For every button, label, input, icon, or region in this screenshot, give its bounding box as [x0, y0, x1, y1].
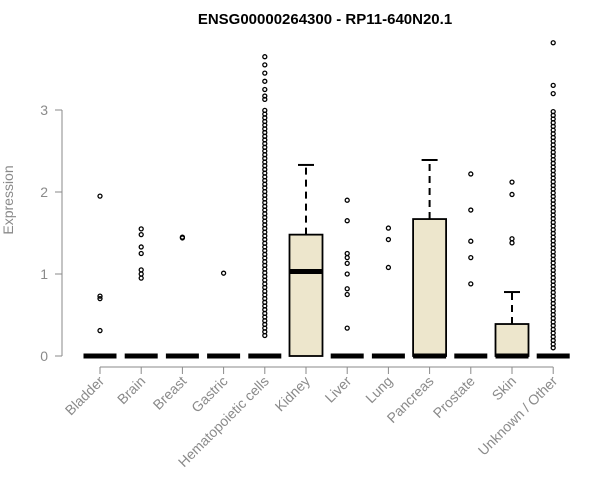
box-breast	[165, 234, 199, 359]
outlier-point	[344, 197, 350, 203]
outlier-point	[550, 108, 556, 115]
x-tick-label: Lung	[362, 373, 395, 406]
box-kidney	[288, 163, 324, 357]
outlier-point	[262, 86, 268, 93]
y-tick-label: 3	[40, 102, 48, 118]
outlier-point	[344, 271, 350, 277]
outlier-point	[220, 270, 227, 276]
outlier-point	[262, 78, 268, 84]
outlier-point	[468, 238, 474, 244]
box-rect	[288, 233, 324, 357]
box-gastric	[207, 270, 241, 359]
box-hematopoietic-cells	[248, 54, 282, 359]
outlier-point	[179, 234, 186, 240]
x-tick-label: Liver	[322, 373, 355, 406]
outlier-point	[509, 191, 515, 198]
outlier-point	[550, 40, 556, 46]
outlier-point	[468, 207, 474, 213]
x-tick-label: Brain	[114, 373, 148, 407]
outlier-point	[509, 179, 515, 185]
y-tick-label: 2	[40, 184, 48, 200]
outlier-point	[344, 250, 350, 257]
box-group	[83, 40, 570, 359]
box-skin	[494, 179, 530, 359]
box-rect	[494, 323, 530, 357]
y-axis-label: Expression	[0, 165, 16, 234]
box-liver	[330, 197, 364, 359]
outlier-point	[344, 286, 350, 292]
outlier-point	[138, 231, 144, 238]
x-tick-label: Skin	[489, 373, 520, 404]
outlier-point	[509, 236, 515, 242]
x-tick-label: Prostate	[430, 373, 478, 421]
outlier-point	[97, 295, 103, 302]
box-brain	[124, 226, 158, 359]
box-pancreas	[412, 159, 448, 359]
outlier-point	[262, 93, 268, 99]
outlier-point	[344, 254, 350, 261]
outlier-point	[344, 325, 350, 331]
outlier-point	[550, 82, 556, 89]
outlier-point	[468, 171, 474, 177]
outlier-point	[509, 240, 515, 246]
outlier-point	[468, 281, 474, 287]
outlier-point	[262, 62, 268, 68]
outlier-point	[468, 254, 474, 261]
x-tick-label: Kidney	[272, 373, 314, 415]
outlier-point	[138, 267, 144, 273]
outlier-point	[138, 271, 144, 277]
outlier-point	[262, 54, 268, 60]
outlier-point	[262, 70, 268, 76]
box-rect	[412, 218, 448, 357]
outlier-point	[138, 250, 144, 257]
outlier-point	[344, 291, 350, 298]
outlier-point	[385, 225, 392, 231]
box-prostate	[454, 171, 488, 359]
outlier-point	[262, 107, 268, 114]
outlier-point	[550, 90, 556, 97]
outlier-point	[385, 236, 392, 243]
outlier-point	[138, 275, 144, 281]
x-tick-label: Bladder	[62, 373, 108, 419]
y-tick-label: 1	[40, 266, 48, 282]
outlier-point	[97, 327, 103, 334]
outlier-point	[97, 293, 103, 299]
y-tick-label: 0	[40, 348, 48, 364]
x-tick-label: Breast	[150, 373, 190, 413]
box-lung	[371, 225, 405, 359]
outlier-point	[138, 244, 144, 250]
outlier-point	[97, 193, 103, 199]
box-unknown-other	[536, 40, 570, 359]
outlier-point	[344, 260, 350, 266]
outlier-point	[385, 264, 392, 271]
outlier-point	[344, 218, 350, 224]
y-axis: 0 1 2 3	[40, 102, 63, 364]
chart-title: ENSG00000264300 - RP11-640N20.1	[198, 11, 452, 28]
outlier-point	[138, 226, 144, 232]
box-bladder	[83, 193, 117, 359]
outlier-point	[262, 96, 268, 102]
